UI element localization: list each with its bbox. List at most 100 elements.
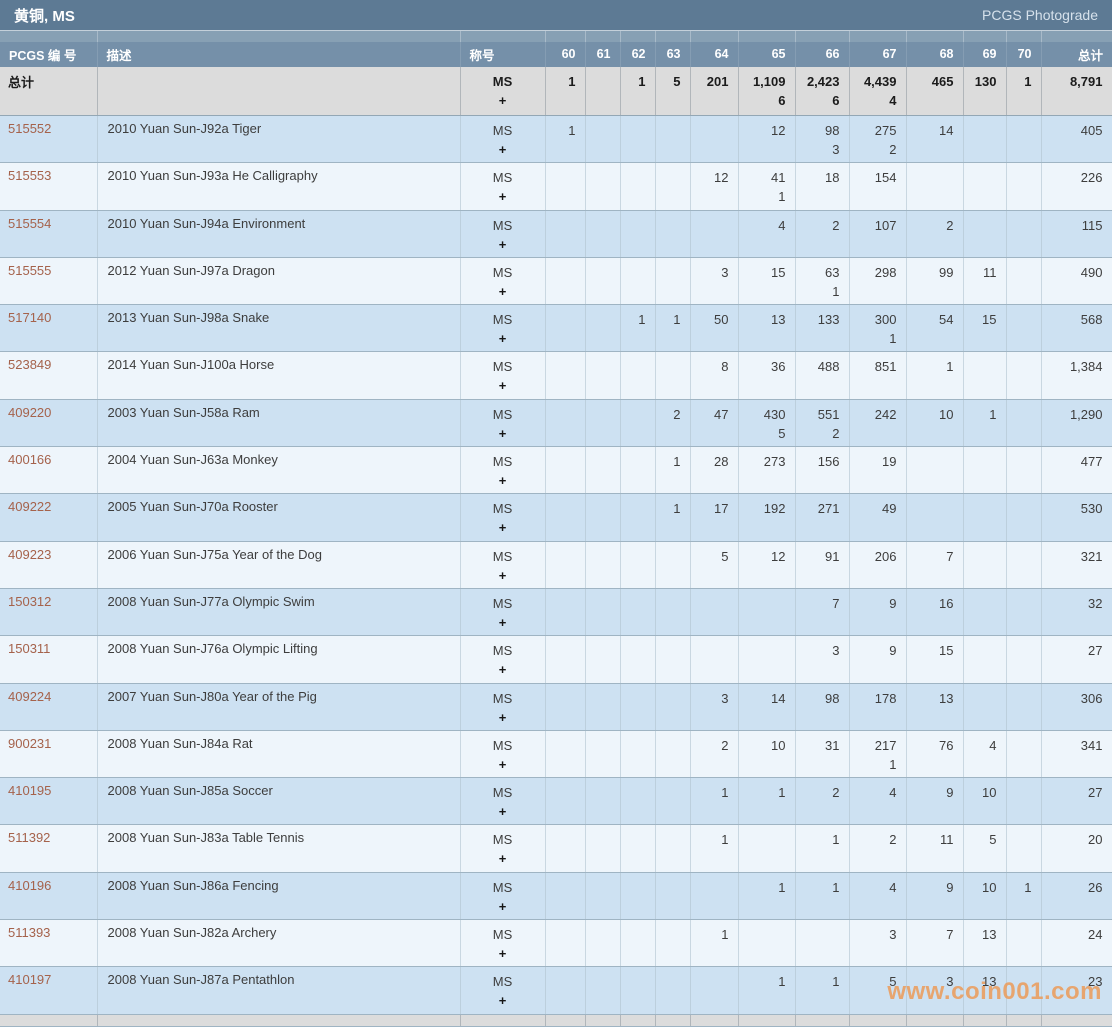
description-cell: 2010 Yuan Sun-J94a Environment <box>96 210 460 258</box>
pcgs-number-link[interactable]: 409223 <box>8 546 52 562</box>
grade-value: 15 <box>771 264 786 280</box>
grade-67-cell: 3 <box>848 919 906 968</box>
description-cell: 2012 Yuan Sun-J97a Dragon <box>96 257 460 306</box>
plus-value: 1 <box>778 189 786 205</box>
header-spacer-cell <box>584 30 620 42</box>
grade-value: 3 <box>946 974 954 990</box>
col-header-grade-67: 67 <box>848 41 906 67</box>
grade-61-cell <box>584 66 620 116</box>
grade-value: 1 <box>778 974 786 990</box>
designation-plus-label: + <box>498 92 507 108</box>
grade-value: 4 <box>889 785 897 801</box>
row-total-cell: 26 <box>1040 872 1112 921</box>
grade-64-cell: 12 <box>689 162 738 211</box>
pcgs-number-link[interactable]: 410197 <box>8 972 52 988</box>
grade-63-cell: 1 <box>654 446 690 495</box>
grade-value: 192 <box>763 501 786 517</box>
pcgs-number-link[interactable]: 515555 <box>8 262 52 278</box>
designation-cell: MS + <box>459 635 545 684</box>
grade-67-cell: 206 <box>848 541 906 589</box>
pcgs-number-link[interactable]: 515553 <box>8 168 52 184</box>
plus-value: 1 <box>832 283 840 299</box>
pcgs-number-link[interactable]: 150312 <box>8 593 52 609</box>
grade-value: 1 <box>638 312 646 328</box>
pcgs-number-link[interactable]: 409222 <box>8 499 52 515</box>
grade-68-cell: 99 <box>905 257 963 306</box>
plus-value: 5 <box>778 425 786 441</box>
col-header-grade-64: 64 <box>689 41 738 67</box>
grade-64-cell: 5 <box>689 541 738 589</box>
grade-63-cell <box>654 162 690 211</box>
photograde-link[interactable]: PCGS Photograde <box>982 7 1098 23</box>
description-cell: 2010 Yuan Sun-J93a He Calligraphy <box>96 162 460 211</box>
pcgs-number-link[interactable]: 409224 <box>8 688 52 704</box>
grade-69-cell <box>962 493 1006 542</box>
pcgs-number-link[interactable]: 410196 <box>8 877 52 893</box>
grade-value: 54 <box>939 312 954 328</box>
grade-value: 851 <box>874 359 897 375</box>
pcgs-number-link[interactable]: 900231 <box>8 735 52 751</box>
grade-63-cell <box>654 210 690 258</box>
designation-plus-label: + <box>498 614 507 630</box>
grade-60-cell <box>544 730 585 779</box>
pcgs-number-link[interactable]: 409220 <box>8 404 52 420</box>
designation-cell: MS + <box>459 210 545 258</box>
grade-66-cell: 98 3 <box>794 115 849 164</box>
grade-67-cell: 9 <box>848 635 906 684</box>
grade-62-cell <box>619 541 655 589</box>
row-total-cell: 115 <box>1040 210 1112 258</box>
designation-plus-label: + <box>498 520 507 536</box>
header-spacer-cell <box>1040 30 1112 42</box>
grade-64-cell <box>689 872 738 921</box>
grade-value: 1 <box>832 974 840 990</box>
total-value: 306 <box>1080 690 1103 706</box>
grade-65-cell: 1 <box>737 966 795 1015</box>
grade-61-cell <box>584 162 620 211</box>
designation-ms-label: MS <box>492 974 513 990</box>
designation-plus-label: + <box>498 567 507 583</box>
grade-value: 1 <box>832 879 840 895</box>
designation-cell: MS + <box>459 966 545 1015</box>
pcgs-number-link[interactable]: 410195 <box>8 783 52 799</box>
designation-cell: MS + <box>459 257 545 306</box>
cutoff-cell <box>619 1014 655 1027</box>
grade-64-cell: 1 <box>689 777 738 826</box>
pcgs-number-link[interactable]: 515552 <box>8 121 52 136</box>
grade-61-cell <box>584 588 620 637</box>
grade-67-cell: 107 <box>848 210 906 258</box>
grade-65-cell: 4 <box>737 210 795 258</box>
grade-65-cell: 14 <box>737 683 795 731</box>
pcgs-number-cell: 515553 <box>0 162 97 211</box>
designation-plus-label: + <box>498 804 507 820</box>
grade-value: 14 <box>939 123 954 138</box>
grade-value: 156 <box>817 454 840 470</box>
pcgs-number-link[interactable]: 511392 <box>8 830 51 846</box>
designation-ms-label: MS <box>492 595 513 611</box>
grade-68-cell: 76 <box>905 730 963 779</box>
designation-plus-label: + <box>498 662 507 678</box>
header-spacer-cell <box>848 30 906 42</box>
col-header-grade-61: 61 <box>584 41 620 67</box>
total-value: 477 <box>1080 454 1103 470</box>
grade-63-cell <box>654 683 690 731</box>
grade-66-cell: 91 <box>794 541 849 589</box>
grade-67-cell: 275 2 <box>848 115 906 164</box>
cutoff-cell <box>654 1014 690 1027</box>
grade-value: 465 <box>931 73 954 89</box>
grade-69-cell: 15 <box>962 304 1006 353</box>
pcgs-number-link[interactable]: 150311 <box>8 641 51 657</box>
row-total-cell: 568 <box>1040 304 1112 353</box>
grade-62-cell <box>619 588 655 637</box>
grade-62-cell <box>619 872 655 921</box>
grade-68-cell <box>905 493 963 542</box>
grade-value: 91 <box>825 548 840 564</box>
pcgs-number-link[interactable]: 515554 <box>8 215 52 231</box>
total-value: 490 <box>1080 264 1103 280</box>
pcgs-number-link[interactable]: 400166 <box>8 452 52 468</box>
grade-65-cell <box>737 919 795 968</box>
cutoff-cell <box>1040 1014 1112 1027</box>
pcgs-number-link[interactable]: 523849 <box>8 357 52 373</box>
pcgs-number-link[interactable]: 511393 <box>8 925 51 941</box>
grade-60-cell: 1 <box>544 115 585 164</box>
pcgs-number-link[interactable]: 517140 <box>8 310 52 326</box>
